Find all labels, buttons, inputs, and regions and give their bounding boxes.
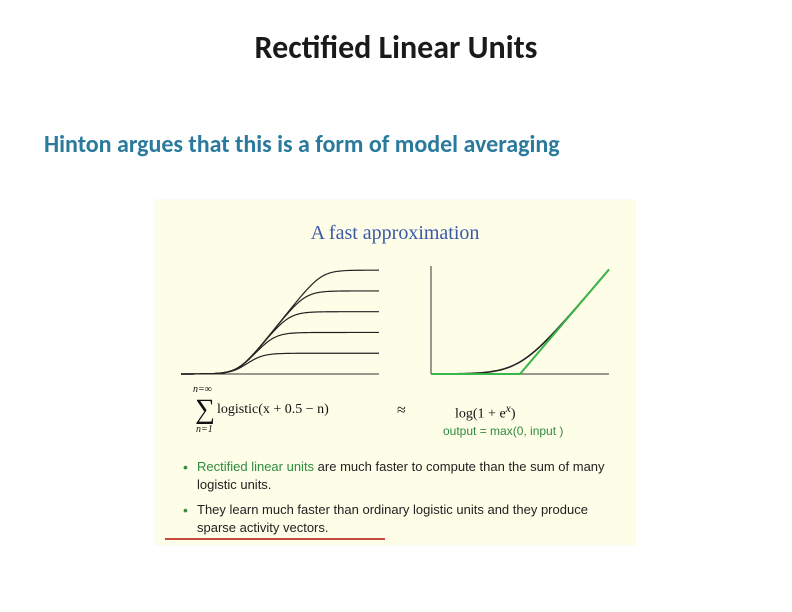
- slide-title: Rectified Linear Units: [0, 28, 792, 67]
- logistic-sum-chart: [175, 260, 385, 380]
- formula-row: n=∞ ∑ n=1 logistic(x + 0.5 − n) ≈ log(1 …: [155, 388, 635, 448]
- list-item: They learn much faster than ordinary log…: [183, 501, 615, 536]
- formula-right-suffix: ): [511, 407, 516, 422]
- formula-left-body: logistic(x + 0.5 − n): [217, 402, 329, 418]
- bullet-highlight: Rectified linear units: [197, 459, 314, 474]
- sum-lower-limit: n=1: [196, 424, 213, 435]
- sigma-icon: ∑: [195, 394, 215, 426]
- bullet-text: They learn much faster than ordinary log…: [197, 502, 588, 535]
- red-underline: [165, 538, 385, 540]
- relu-chart: [425, 260, 615, 380]
- figure-panel: A fast approximation n=∞ ∑ n=1 logistic(…: [155, 200, 635, 545]
- formula-right-prefix: log(1 + e: [455, 407, 506, 422]
- output-equation: output = max(0, input ): [443, 424, 563, 438]
- formula-right-body: log(1 + ex): [455, 402, 516, 423]
- list-item: Rectified linear units are much faster t…: [183, 458, 615, 493]
- bullet-list: Rectified linear units are much faster t…: [183, 458, 615, 544]
- slide-subtitle: Hinton argues that this is a form of mod…: [44, 130, 560, 159]
- approx-symbol: ≈: [397, 402, 406, 420]
- figure-title: A fast approximation: [155, 222, 635, 245]
